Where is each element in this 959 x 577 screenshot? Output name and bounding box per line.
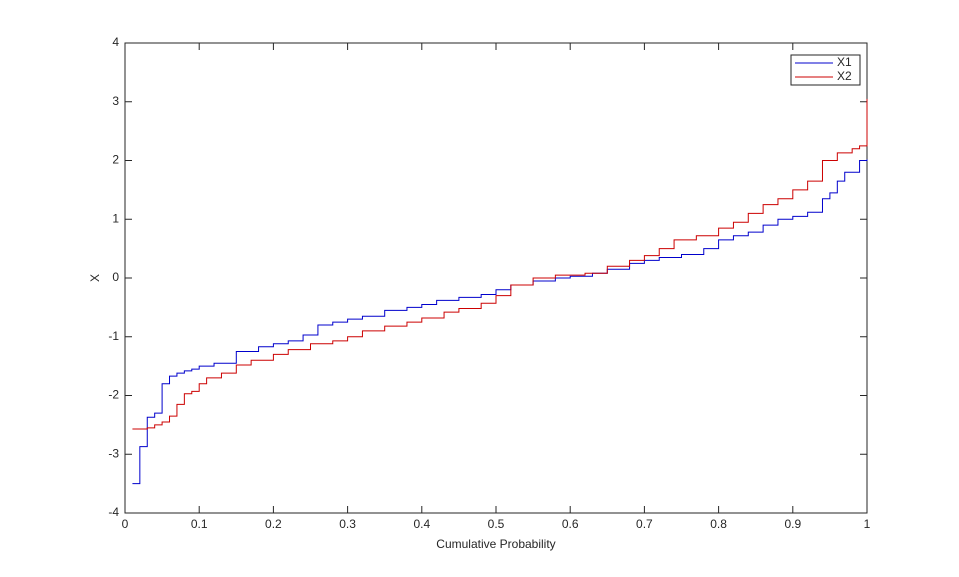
x-tick-label: 1 [864,517,871,531]
y-tick-label: -2 [108,388,119,402]
legend-box [790,54,861,86]
y-tick-label: -4 [108,505,119,519]
x-tick-label: 0.5 [488,517,505,531]
x-tick-label: 0.9 [784,517,801,531]
x-tick-label: 0.1 [191,517,208,531]
x-tick-label: 0.7 [636,517,653,531]
x-axis-label: Cumulative Probability [436,537,555,551]
y-tick-label: 2 [112,153,119,167]
x-tick-label: 0.4 [413,517,430,531]
legend-label: X2 [837,69,852,83]
x-tick-label: 0.8 [710,517,727,531]
stair-line [132,159,868,485]
y-tick-label: 4 [112,35,119,49]
legend-label: X1 [837,55,852,69]
y-tick-label: 1 [112,211,119,225]
y-tick-label: 0 [112,270,119,284]
y-tick-label: 3 [112,94,119,108]
y-axis-label: X [88,274,102,282]
y-tick-label: -1 [108,329,119,343]
plot-area [124,42,868,514]
x-tick-label: 0 [122,517,129,531]
x-tick-label: 0.2 [265,517,282,531]
y-tick-label: -3 [108,446,119,460]
x-tick-label: 0.3 [339,517,356,531]
stair-line [132,98,868,430]
x-tick-label: 0.6 [562,517,579,531]
